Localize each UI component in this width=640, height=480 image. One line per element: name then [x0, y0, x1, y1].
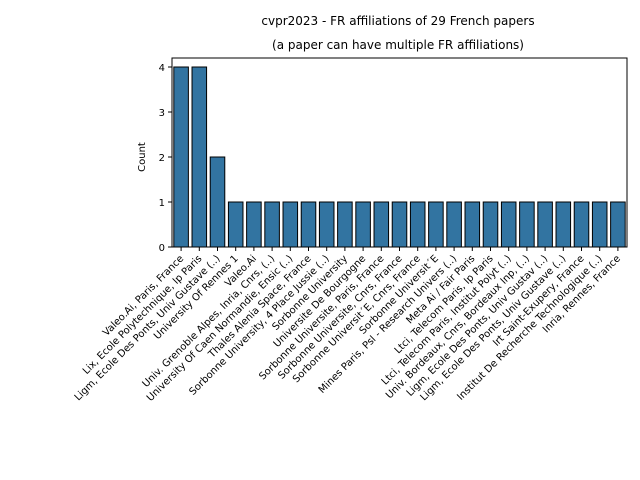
bar [537, 201, 553, 248]
bar [482, 201, 499, 248]
bar [173, 66, 189, 248]
y-tick-label: 0 [159, 243, 165, 254]
bar [464, 201, 481, 248]
bar [300, 201, 317, 248]
bar [337, 201, 353, 248]
bar [610, 201, 626, 248]
bar [446, 201, 462, 248]
y-tick-label: 2 [159, 153, 165, 164]
y-tick-label: 1 [159, 198, 165, 209]
bar [246, 201, 262, 248]
bar [318, 201, 335, 248]
bar [591, 201, 608, 248]
bar [519, 201, 535, 248]
bar [573, 201, 590, 248]
y-tick-label: 4 [159, 63, 165, 74]
bar [428, 201, 444, 248]
y-tick-label: 3 [159, 108, 165, 119]
bar [355, 201, 371, 248]
bar [409, 201, 426, 248]
bar [209, 156, 226, 248]
y-axis-label: Count [137, 142, 148, 172]
bar [500, 201, 517, 248]
chart-title: cvpr2023 - FR affiliations of 29 French … [261, 14, 534, 28]
bar [555, 201, 572, 248]
bar [191, 66, 208, 248]
bar [373, 201, 390, 248]
bar [391, 201, 408, 248]
bar [227, 201, 244, 248]
bar [264, 201, 280, 248]
chart-subtitle: (a paper can have multiple FR affiliatio… [272, 38, 524, 52]
bar [282, 201, 299, 248]
